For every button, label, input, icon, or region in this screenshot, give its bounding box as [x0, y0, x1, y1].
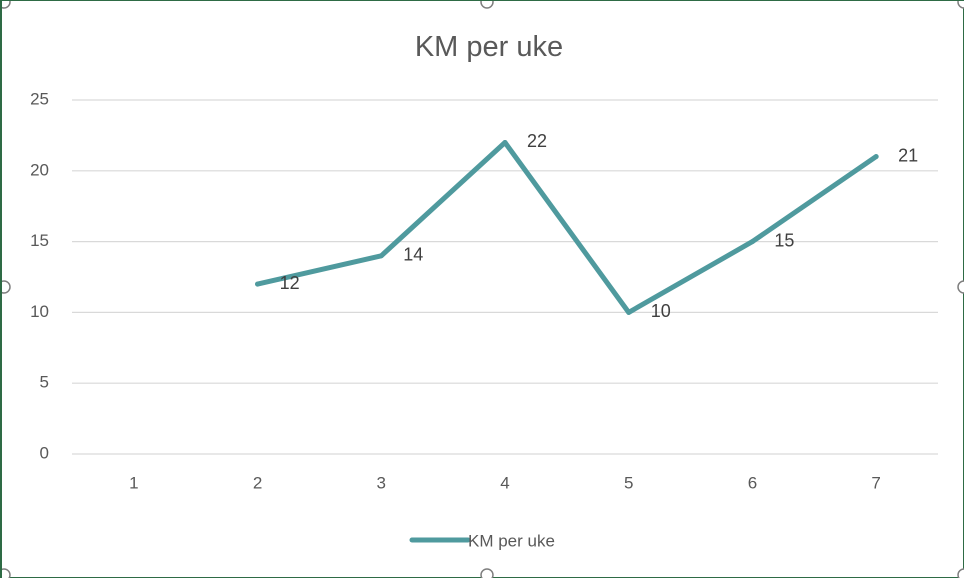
legend[interactable]: KM per uke — [409, 531, 555, 550]
chart-title: KM per uke — [415, 31, 563, 63]
data-label-4: 22 — [527, 131, 547, 151]
resize-handle-bottom-left[interactable] — [2, 568, 11, 578]
x-tick-label-1: 1 — [129, 473, 138, 492]
data-label-3: 14 — [403, 245, 423, 265]
data-point-4[interactable] — [502, 139, 508, 145]
x-tick-label-2: 2 — [253, 473, 262, 492]
x-tick-label-3: 3 — [377, 473, 386, 492]
resize-handle-bottom[interactable] — [480, 568, 494, 578]
x-tick-label-5: 5 — [624, 473, 633, 492]
data-point-3[interactable] — [378, 253, 384, 259]
legend-label: KM per uke — [468, 531, 555, 550]
resize-handle-top-left[interactable] — [2, 1, 11, 9]
resize-handle-top-right[interactable] — [957, 1, 964, 9]
series-layer — [255, 139, 879, 315]
y-tick-label-15: 15 — [30, 231, 49, 250]
y-axis-tick-labels: 0 5 10 15 20 25 — [30, 89, 49, 462]
data-label-2: 12 — [280, 273, 300, 293]
x-tick-label-7: 7 — [871, 473, 880, 492]
y-tick-label-25: 25 — [30, 89, 49, 108]
x-tick-label-6: 6 — [748, 473, 757, 492]
data-label-7: 21 — [898, 145, 918, 165]
data-point-2[interactable] — [255, 281, 261, 287]
data-point-5[interactable] — [626, 309, 632, 315]
gridlines — [72, 99, 938, 455]
x-axis-tick-labels: 1 2 3 4 5 6 7 — [129, 473, 881, 492]
y-tick-label-10: 10 — [30, 302, 49, 321]
data-labels: 12 14 22 10 15 21 — [280, 131, 919, 321]
y-tick-label-5: 5 — [40, 373, 49, 392]
resize-handle-left[interactable] — [2, 280, 11, 294]
series-line-0[interactable] — [255, 140, 879, 315]
y-tick-label-0: 0 — [40, 443, 49, 462]
data-point-6[interactable] — [749, 239, 755, 245]
data-label-6: 15 — [774, 230, 794, 250]
data-label-5: 10 — [651, 301, 671, 321]
resize-handle-bottom-right[interactable] — [957, 568, 964, 578]
x-tick-label-4: 4 — [500, 473, 509, 492]
data-point-7[interactable] — [873, 154, 879, 160]
resize-handle-top[interactable] — [480, 1, 494, 9]
y-tick-label-20: 20 — [30, 160, 49, 179]
resize-handle-right[interactable] — [957, 280, 964, 294]
